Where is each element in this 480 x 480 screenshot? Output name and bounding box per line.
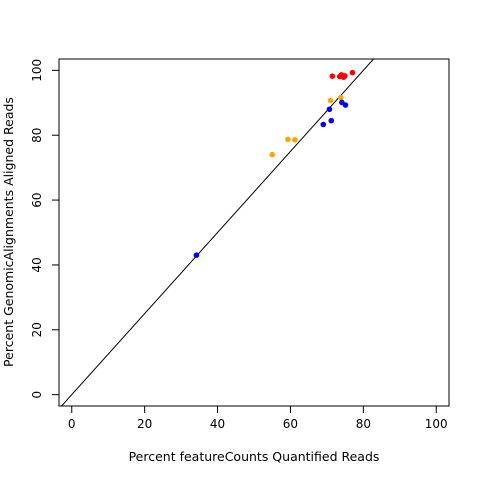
x-tick-label: 60 xyxy=(283,417,298,431)
data-point xyxy=(292,136,298,143)
data-point xyxy=(326,106,333,113)
y-tick-label: 40 xyxy=(30,257,44,272)
y-tick-label: 80 xyxy=(30,128,44,143)
y-tick-label: 20 xyxy=(30,322,44,337)
reference-line xyxy=(60,59,375,406)
x-tick-label: 80 xyxy=(356,417,371,431)
reference-line-layer xyxy=(60,59,375,406)
data-point xyxy=(320,121,327,128)
x-tick-label: 20 xyxy=(137,417,152,431)
x-axis: 0 20 40 60 80 100 xyxy=(68,406,448,431)
data-point xyxy=(327,97,334,104)
x-tick-label: 0 xyxy=(68,417,76,431)
data-point xyxy=(329,73,336,79)
data-point xyxy=(349,69,356,76)
x-tick-label: 100 xyxy=(425,417,448,431)
x-axis-title: Percent featureCounts Quantified Reads xyxy=(129,449,380,464)
plot-frame xyxy=(58,58,450,407)
y-axis: 0 20 40 60 80 100 xyxy=(30,59,59,399)
data-point xyxy=(342,102,349,108)
data-point xyxy=(285,136,291,143)
data-point xyxy=(269,151,276,158)
y-tick-label: 0 xyxy=(30,391,44,399)
y-tick-label: 60 xyxy=(30,192,44,207)
y-tick-label: 100 xyxy=(30,59,44,82)
data-point xyxy=(337,94,344,101)
y-axis-title: Percent GenomicAlignments Aligned Reads xyxy=(1,97,16,367)
data-point xyxy=(193,252,200,259)
x-tick-label: 40 xyxy=(210,417,225,431)
data-points-layer xyxy=(193,69,356,259)
data-point xyxy=(328,117,335,124)
data-point xyxy=(341,73,348,79)
